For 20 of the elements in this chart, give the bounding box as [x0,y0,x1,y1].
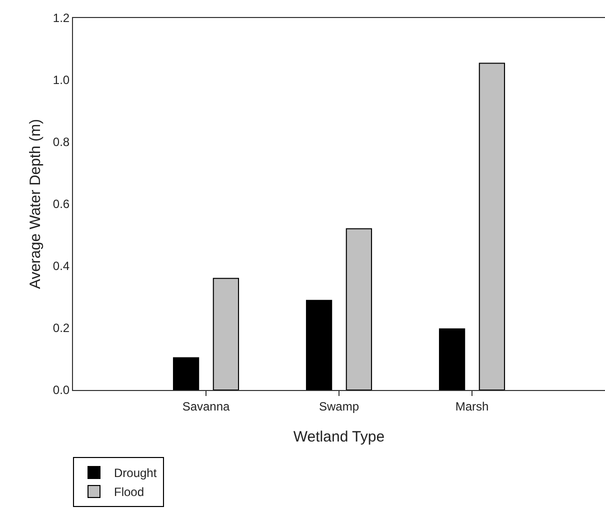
y-tick-label: 1.0 [52,73,70,88]
bar [438,328,466,390]
bar [346,228,372,390]
y-tick-label: 0.4 [52,259,70,274]
y-tick-label: 0.8 [52,135,70,150]
y-tick-label: 0.0 [52,383,70,398]
x-tick-label: Savanna [182,399,230,414]
y-tick-label: 0.2 [52,321,70,336]
y-tick-label: 0.6 [52,197,70,212]
legend-label: Drought [114,466,158,480]
y-axis-title: Average Water Depth (m) [27,118,44,290]
x-tick-label: Swamp [318,399,360,414]
bar [172,357,200,390]
x-tick-label: Marsh [455,399,489,414]
y-tick-label: 1.2 [52,11,70,26]
x-axis-title: Wetland Type [293,428,385,446]
bar [306,300,332,390]
bar [212,278,240,390]
legend-label: Flood [114,485,144,500]
bar [478,62,506,390]
